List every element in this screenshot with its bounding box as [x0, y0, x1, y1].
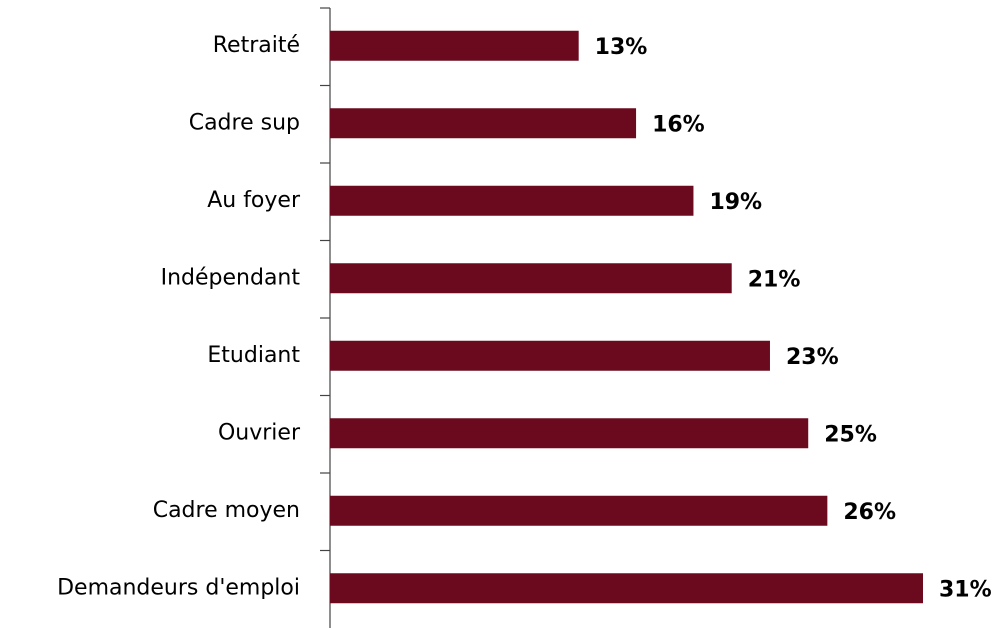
bar: [330, 418, 809, 449]
bar: [330, 30, 579, 61]
category-label: Au foyer: [207, 188, 301, 213]
value-label: 21%: [748, 267, 801, 292]
value-label: 25%: [824, 422, 877, 447]
category-label: Cadre moyen: [153, 498, 300, 523]
bar: [330, 573, 923, 604]
bar: [330, 185, 694, 216]
value-label: 19%: [709, 190, 762, 215]
bar: [330, 108, 637, 139]
value-label: 16%: [652, 112, 705, 137]
category-label: Indépendant: [161, 265, 301, 290]
category-label: Demandeurs d'emploi: [57, 575, 300, 600]
value-label: 13%: [595, 35, 648, 60]
value-label: 23%: [786, 345, 839, 370]
bar: [330, 340, 770, 371]
category-label: Etudiant: [207, 343, 300, 368]
value-label: 26%: [843, 500, 896, 525]
value-label: 31%: [939, 577, 992, 602]
bar: [330, 495, 828, 526]
category-label: Ouvrier: [218, 420, 301, 445]
category-label: Retraité: [213, 33, 300, 58]
category-label: Cadre sup: [189, 110, 300, 135]
bar: [330, 263, 732, 294]
